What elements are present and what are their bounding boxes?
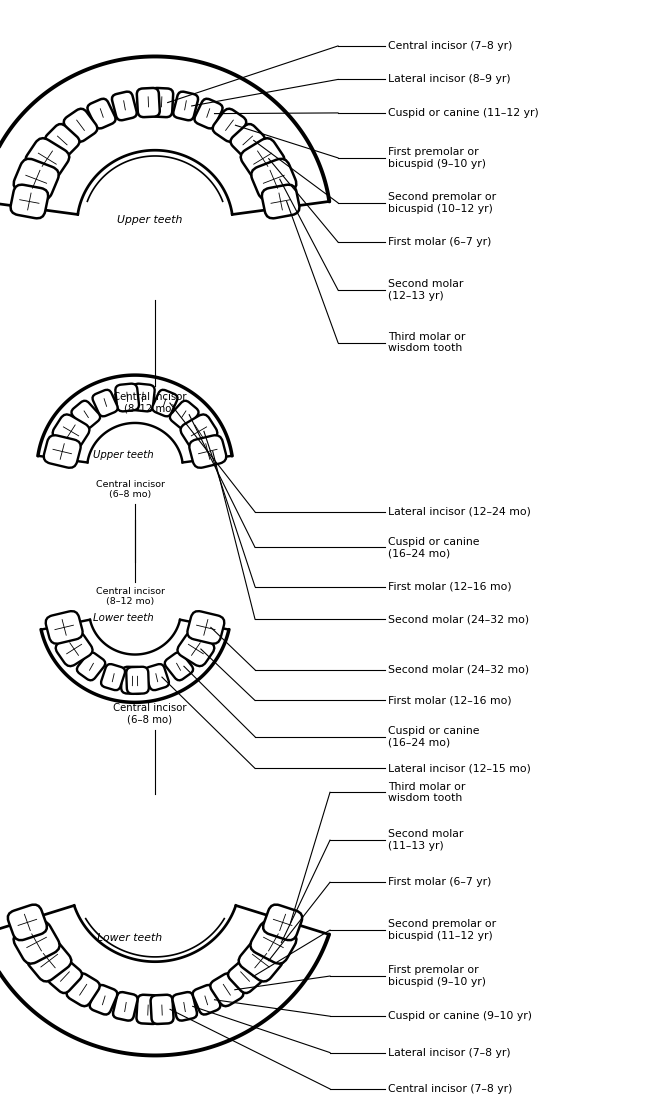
FancyBboxPatch shape: [112, 92, 137, 120]
FancyBboxPatch shape: [195, 99, 222, 129]
FancyBboxPatch shape: [90, 985, 117, 1015]
Text: First premolar or
bicuspid (9–10 yr): First premolar or bicuspid (9–10 yr): [388, 148, 486, 169]
FancyBboxPatch shape: [181, 414, 217, 448]
FancyBboxPatch shape: [187, 612, 224, 644]
FancyBboxPatch shape: [239, 940, 283, 981]
FancyBboxPatch shape: [25, 138, 69, 179]
Text: Second molar
(11–13 yr): Second molar (11–13 yr): [388, 829, 463, 851]
FancyBboxPatch shape: [71, 401, 100, 428]
FancyBboxPatch shape: [150, 995, 174, 1023]
FancyBboxPatch shape: [137, 995, 160, 1023]
FancyBboxPatch shape: [152, 390, 178, 416]
FancyBboxPatch shape: [113, 992, 137, 1020]
Text: First molar (6–7 yr): First molar (6–7 yr): [388, 877, 492, 887]
Text: Upper teeth: Upper teeth: [117, 215, 183, 225]
Text: First molar (12–16 mo): First molar (12–16 mo): [388, 696, 512, 706]
FancyBboxPatch shape: [165, 653, 193, 680]
Text: Cuspid or canine (9–10 yr): Cuspid or canine (9–10 yr): [388, 1011, 532, 1021]
FancyBboxPatch shape: [213, 109, 246, 142]
Text: Third molar or
wisdom tooth: Third molar or wisdom tooth: [388, 781, 465, 804]
Text: Second premolar or
bicuspid (10–12 yr): Second premolar or bicuspid (10–12 yr): [388, 192, 496, 213]
Text: Central incisor
(8–12 mo): Central incisor (8–12 mo): [114, 392, 187, 414]
FancyBboxPatch shape: [126, 667, 148, 694]
Text: Lateral incisor (12–24 mo): Lateral incisor (12–24 mo): [388, 507, 531, 517]
FancyBboxPatch shape: [211, 973, 244, 1007]
FancyBboxPatch shape: [8, 905, 47, 940]
Text: Third molar or
wisdom tooth: Third molar or wisdom tooth: [388, 332, 465, 353]
FancyBboxPatch shape: [263, 905, 302, 940]
Text: Second molar (24–32 mo): Second molar (24–32 mo): [388, 614, 529, 624]
FancyBboxPatch shape: [241, 138, 284, 179]
FancyBboxPatch shape: [250, 921, 296, 963]
FancyBboxPatch shape: [189, 435, 226, 467]
Text: Second molar
(12–13 yr): Second molar (12–13 yr): [388, 279, 463, 301]
Text: Central incisor (7–8 yr): Central incisor (7–8 yr): [388, 41, 512, 51]
Text: Central incisor
(6–8 mo): Central incisor (6–8 mo): [96, 481, 164, 500]
FancyBboxPatch shape: [173, 92, 198, 120]
FancyBboxPatch shape: [67, 973, 100, 1007]
FancyBboxPatch shape: [11, 184, 48, 219]
FancyBboxPatch shape: [14, 159, 59, 200]
Text: Upper teeth: Upper teeth: [92, 450, 153, 460]
FancyBboxPatch shape: [87, 99, 116, 129]
FancyBboxPatch shape: [92, 390, 117, 416]
Text: First premolar or
bicuspid (9–10 yr): First premolar or bicuspid (9–10 yr): [388, 966, 486, 987]
FancyBboxPatch shape: [27, 940, 71, 981]
Text: Lateral incisor (12–15 mo): Lateral incisor (12–15 mo): [388, 764, 531, 774]
FancyBboxPatch shape: [45, 124, 79, 157]
FancyBboxPatch shape: [170, 401, 199, 428]
FancyBboxPatch shape: [46, 612, 82, 644]
FancyBboxPatch shape: [145, 664, 169, 690]
FancyBboxPatch shape: [53, 414, 90, 448]
Text: Cuspid or canine
(16–24 mo): Cuspid or canine (16–24 mo): [388, 536, 480, 558]
FancyBboxPatch shape: [193, 985, 220, 1015]
Text: Second premolar or
bicuspid (11–12 yr): Second premolar or bicuspid (11–12 yr): [388, 919, 496, 941]
Text: Cuspid or canine (11–12 yr): Cuspid or canine (11–12 yr): [388, 108, 539, 118]
FancyBboxPatch shape: [121, 667, 144, 694]
FancyBboxPatch shape: [14, 921, 59, 963]
Text: Lower teeth: Lower teeth: [92, 613, 153, 623]
FancyBboxPatch shape: [44, 435, 81, 467]
FancyBboxPatch shape: [77, 653, 105, 680]
FancyBboxPatch shape: [137, 88, 160, 118]
FancyBboxPatch shape: [64, 109, 98, 142]
Text: Second molar (24–32 mo): Second molar (24–32 mo): [388, 665, 529, 675]
FancyBboxPatch shape: [228, 960, 262, 993]
Text: Lower teeth: Lower teeth: [98, 932, 162, 942]
Text: Central incisor
(8–12 mo): Central incisor (8–12 mo): [96, 586, 164, 606]
FancyBboxPatch shape: [101, 664, 125, 690]
FancyBboxPatch shape: [150, 88, 173, 118]
FancyBboxPatch shape: [115, 384, 139, 412]
FancyBboxPatch shape: [55, 632, 92, 666]
Text: Lateral incisor (8–9 yr): Lateral incisor (8–9 yr): [388, 74, 511, 84]
FancyBboxPatch shape: [48, 960, 82, 993]
Text: First molar (12–16 mo): First molar (12–16 mo): [388, 582, 512, 592]
FancyBboxPatch shape: [230, 124, 265, 157]
FancyBboxPatch shape: [172, 992, 197, 1020]
FancyBboxPatch shape: [178, 632, 214, 666]
Text: Central incisor
(6–8 mo): Central incisor (6–8 mo): [114, 703, 187, 725]
FancyBboxPatch shape: [262, 184, 300, 219]
Text: Cuspid or canine
(16–24 mo): Cuspid or canine (16–24 mo): [388, 726, 480, 748]
Text: Central incisor (7–8 yr): Central incisor (7–8 yr): [388, 1084, 512, 1094]
Text: Lateral incisor (7–8 yr): Lateral incisor (7–8 yr): [388, 1048, 511, 1058]
FancyBboxPatch shape: [131, 384, 154, 412]
FancyBboxPatch shape: [251, 159, 296, 200]
Text: First molar (6–7 yr): First molar (6–7 yr): [388, 238, 492, 248]
